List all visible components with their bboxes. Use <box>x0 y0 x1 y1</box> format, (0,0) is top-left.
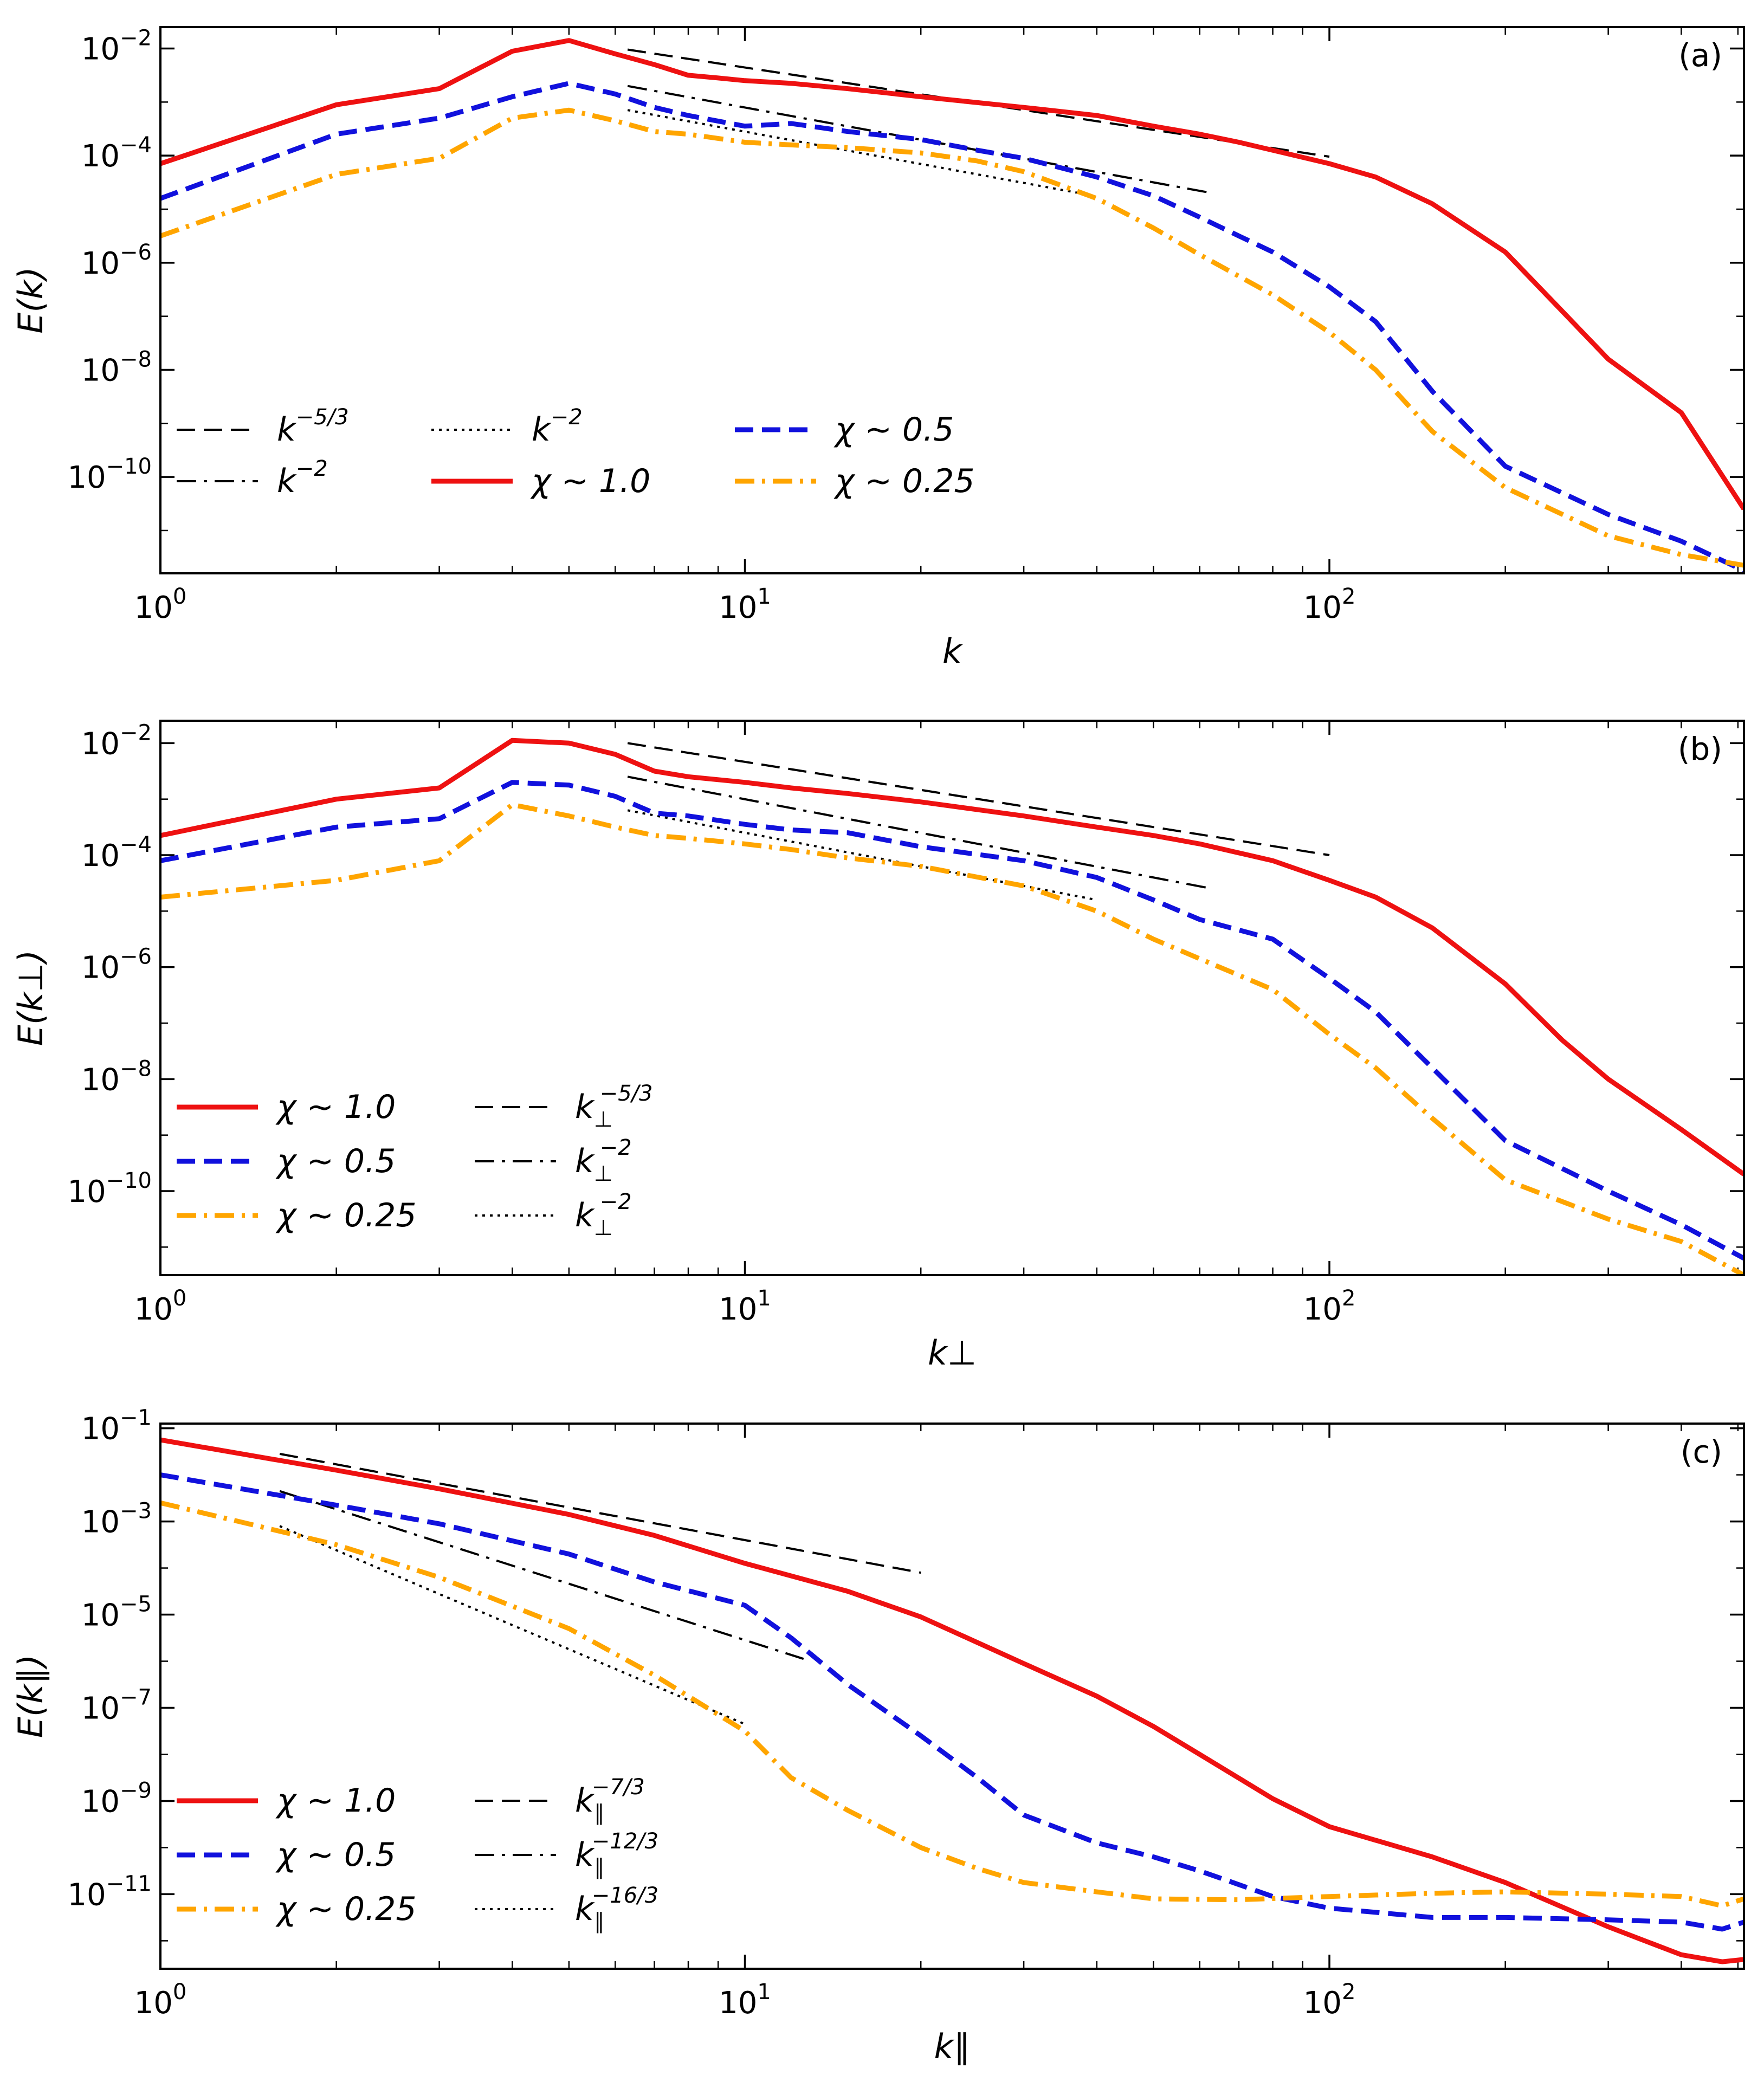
panel-label: (b) <box>1678 730 1722 767</box>
series-line-2 <box>160 802 1744 1275</box>
legend: χ ∼ 1.0 χ ∼ 0.5 χ ∼ 0.25 k∥−7/3k∥−12/3k∥−16… <box>177 1775 658 1934</box>
plot-area <box>160 38 1744 573</box>
y-tick-label: 10−2 <box>81 26 152 67</box>
legend-item: χ ∼ 0.5 <box>177 1142 396 1180</box>
series-line-1 <box>160 1472 1744 1932</box>
series-line-1 <box>160 81 1744 573</box>
y-tick-label: 10−10 <box>67 454 152 495</box>
y-tick-label: 10−6 <box>81 945 152 986</box>
x-tick-label: 102 <box>1303 584 1356 625</box>
x-axis-label: k∥ <box>934 2027 971 2066</box>
reference-line-r2 <box>627 85 1212 195</box>
x-tick-label: 100 <box>134 1980 187 2021</box>
legend-item: χ ∼ 1.0 <box>177 1782 396 1820</box>
reference-line-r2 <box>627 775 1212 890</box>
legend-label: χ ∼ 0.25 <box>833 462 975 500</box>
legend-item: k⊥−5/3 <box>475 1081 652 1132</box>
legend-label: χ ∼ 0.5 <box>275 1142 396 1180</box>
legend-label: χ ∼ 0.5 <box>275 1836 396 1874</box>
legend-label: χ ∼ 0.25 <box>275 1197 417 1234</box>
x-tick-label: 101 <box>719 1980 771 2021</box>
x-tick-label: 102 <box>1303 1980 1356 2021</box>
legend-item: k∥−7/3 <box>475 1775 645 1826</box>
legend-item: χ ∼ 0.5 <box>735 411 954 449</box>
legend-label: k−2 <box>532 405 583 449</box>
legend-item: χ ∼ 1.0 <box>177 1088 396 1126</box>
legend-item: k⊥−2 <box>475 1135 632 1186</box>
plot-area <box>160 1437 1744 1964</box>
x-axis-label: k⊥ <box>928 1333 977 1373</box>
legend-item: k−5/3 <box>177 405 349 449</box>
y-axis-label: E(k) <box>11 267 50 333</box>
y-axis-label: E(k∥) <box>11 1654 50 1738</box>
legend-item: χ ∼ 0.25 <box>735 462 975 500</box>
legend-item: χ ∼ 1.0 <box>431 462 650 500</box>
legend-label: k∥−12/3 <box>575 1829 658 1880</box>
legend: k−5/3 k−2 k−2 χ ∼ 1.0 χ ∼ 0.5 χ ∼ 0.25 <box>177 405 975 500</box>
series-line-0 <box>160 738 1744 1176</box>
y-tick-label: 10−8 <box>81 1056 152 1097</box>
series-line-1 <box>160 780 1744 1260</box>
y-tick-label: 10−1 <box>81 1406 152 1447</box>
panel-label: (c) <box>1681 1433 1722 1470</box>
panel-label: (a) <box>1678 37 1722 74</box>
y-tick-label: 10−3 <box>81 1499 152 1540</box>
x-axis-label: k <box>942 631 963 671</box>
y-tick-label: 10−7 <box>81 1685 152 1726</box>
reference-line-r2 <box>279 1490 804 1660</box>
legend-item: k∥−12/3 <box>475 1829 658 1880</box>
legend-label: k⊥−2 <box>575 1189 632 1240</box>
plot-frame <box>159 26 1745 574</box>
y-tick-label: 10−11 <box>67 1871 152 1912</box>
y-tick-label: 10−2 <box>81 720 152 761</box>
legend-label: χ ∼ 0.25 <box>275 1890 417 1928</box>
reference-line-r1 <box>627 742 1330 856</box>
legend-label: k∥−7/3 <box>575 1775 645 1826</box>
y-tick-label: 10−8 <box>81 347 152 388</box>
legend-item: k∥−16/3 <box>475 1883 658 1934</box>
series-line-0 <box>160 38 1744 510</box>
legend-item: k⊥−2 <box>475 1189 632 1240</box>
panel-a: 100 101 102 10−2 10−4 10−6 10−8 10−10 (a) k E(k) k−… <box>11 26 1745 671</box>
y-tick-label: 10−10 <box>67 1168 152 1210</box>
legend-item: χ ∼ 0.25 <box>177 1890 417 1928</box>
legend-item: χ ∼ 0.5 <box>177 1836 396 1874</box>
legend-label: k∥−16/3 <box>575 1883 658 1934</box>
panel-b: 100 101 102 10−2 10−4 10−6 10−8 10−10 (b) k⊥ E(k⊥)… <box>11 720 1745 1373</box>
legend-label: χ ∼ 1.0 <box>275 1782 396 1820</box>
y-axis-label: E(k⊥) <box>11 950 50 1046</box>
x-tick-label: 101 <box>719 1286 771 1327</box>
x-tick-label: 100 <box>134 1286 187 1327</box>
legend-label: χ ∼ 0.5 <box>833 411 954 449</box>
legend-label: χ ∼ 1.0 <box>530 462 650 500</box>
reference-line-r3 <box>279 1525 746 1725</box>
x-tick-label: 102 <box>1303 1286 1356 1327</box>
y-tick-label: 10−6 <box>81 240 152 281</box>
legend-item: k−2 <box>431 405 583 449</box>
legend-label: k⊥−2 <box>575 1135 632 1186</box>
panel-c: 100 101 102 10−1 10−3 10−5 10−7 10−9 10−11 (c) k∥ E… <box>11 1406 1745 2066</box>
legend-label: k−2 <box>277 456 328 500</box>
y-tick-label: 10−4 <box>81 133 152 174</box>
plot-area <box>160 738 1744 1275</box>
x-tick-label: 100 <box>134 584 187 625</box>
reference-line-r1 <box>279 1452 921 1574</box>
plot-frame <box>159 1423 1745 1970</box>
series-line-2 <box>160 107 1744 568</box>
y-tick-label: 10−4 <box>81 832 152 874</box>
legend-label: χ ∼ 1.0 <box>275 1088 396 1126</box>
legend-label: k⊥−5/3 <box>575 1081 652 1132</box>
legend-item: k−2 <box>177 456 328 500</box>
legend-label: k−5/3 <box>277 405 349 449</box>
legend-item: χ ∼ 0.25 <box>177 1197 417 1234</box>
series-line-2 <box>160 1500 1744 1909</box>
legend: χ ∼ 1.0χ ∼ 0.5χ ∼ 0.25k⊥−5/3k⊥−2k⊥−2 <box>177 1081 652 1240</box>
y-tick-label: 10−9 <box>81 1778 152 1819</box>
series-line-0 <box>160 1437 1744 1964</box>
y-tick-label: 10−5 <box>81 1592 152 1633</box>
plot-frame <box>159 720 1745 1276</box>
x-tick-label: 101 <box>719 584 771 625</box>
